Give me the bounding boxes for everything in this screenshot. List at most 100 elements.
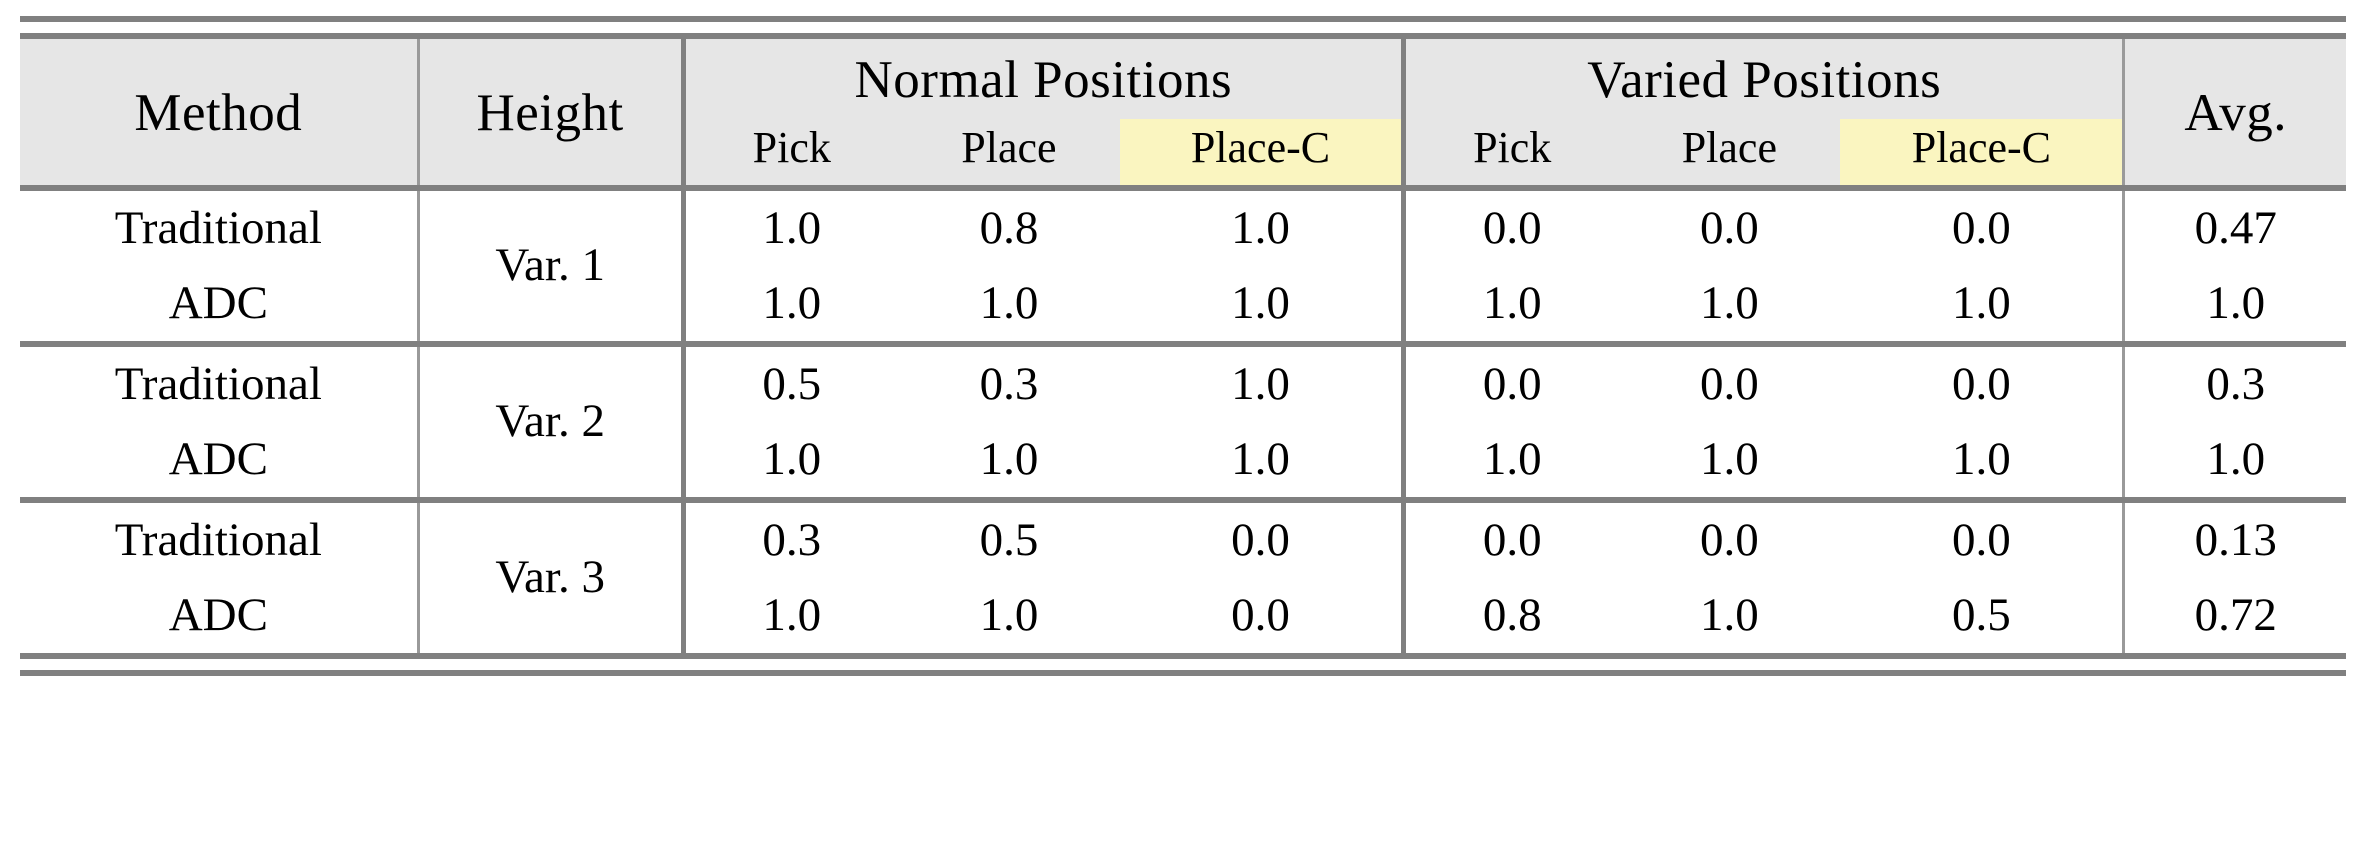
group-separator-segment [1119,340,1404,347]
cell-varied-place-c: 0.0 [1840,502,2126,578]
group-separator-segment [897,340,1120,347]
subheader-varied-pick: Pick [1403,118,1619,185]
cell-varied-pick: 1.0 [1403,265,1619,341]
cell-normal-place-c: 1.0 [1119,346,1407,422]
group-separator-segment [418,340,684,347]
table-row: ADC 1.0 1.0 1.0 1.0 1.0 1.0 1.0 [20,421,2346,497]
group-separator-segment [1840,496,2124,503]
table-row: Traditional Var. 2 0.5 0.3 1.0 0.0 0.0 0.0 0.3 [20,346,2346,497]
cell-varied-place: 0.0 [1618,346,1841,422]
cell-normal-place-c: 0.0 [1119,577,1407,653]
rule-bottom-inner [20,652,2346,659]
cell-varied-pick: 0.0 [1403,502,1619,578]
rule-top-inner [20,33,2346,39]
cell-normal-pick: 1.0 [683,577,898,653]
rule-top-outer [20,16,2346,22]
cell-normal-place-c: 1.0 [1119,421,1407,497]
cell-normal-place: 1.0 [897,421,1120,497]
table-row: Traditional Var. 1 1.0 0.8 1.0 0.0 0.0 0.0 0.47 [20,190,2346,341]
cell-varied-place-c: 1.0 [1840,421,2126,497]
cell-method: Traditional [20,190,420,266]
group-separator-segment [683,496,898,503]
group-separator-rule [20,340,2346,347]
cell-method: ADC [20,577,420,653]
group-separator-segment [1403,340,1619,347]
group-separator-rule [20,496,2346,503]
cell-avg: 0.3 [2123,346,2346,422]
cell-method: ADC [20,421,420,497]
cell-normal-pick: 1.0 [683,265,898,341]
cell-method: Traditional [20,346,420,422]
subheader-normal-place-c: Place-C [1119,118,1407,185]
cell-height: Var. 3 [418,502,686,653]
cell-normal-place-c: 1.0 [1119,265,1407,341]
group-header-normal-positions: Normal Positions [683,39,1407,119]
cell-avg: 0.72 [2123,577,2346,653]
results-table: Method Height Normal Positions Varied Po… [20,39,2346,185]
group-separator-segment [418,496,684,503]
cell-normal-place: 0.3 [897,346,1120,422]
group-separator-segment [683,340,898,347]
group-separator-segment [1119,496,1404,503]
cell-normal-place: 1.0 [897,577,1120,653]
group-separator-segment [897,496,1120,503]
group-separator-segment [2123,496,2346,503]
group-header-varied-positions: Varied Positions [1403,39,2126,119]
table-row: ADC 1.0 1.0 1.0 1.0 1.0 1.0 1.0 [20,265,2346,341]
cell-varied-pick: 0.0 [1403,190,1619,266]
group-separator-segment [1618,496,1841,503]
cell-varied-place: 1.0 [1618,577,1841,653]
cell-varied-place-c: 0.5 [1840,577,2126,653]
cell-normal-pick: 1.0 [683,421,898,497]
cell-avg: 0.13 [2123,502,2346,578]
header-sub-row: Pick Place Place-C Pick Place Place-C [20,118,2346,185]
group-separator-segment [1840,340,2124,347]
column-header-height: Height [418,39,686,185]
cell-normal-pick: 0.3 [683,502,898,578]
column-header-avg: Avg. [2123,39,2346,185]
header-group-row: Method Height Normal Positions Varied Po… [20,39,2346,185]
cell-normal-place-c: 0.0 [1119,502,1407,578]
subheader-normal-place: Place [897,118,1120,185]
cell-normal-place: 1.0 [897,265,1120,341]
cell-varied-place-c: 0.0 [1840,190,2126,266]
cell-height: Var. 1 [418,190,686,341]
cell-method: ADC [20,265,420,341]
cell-normal-place-c: 1.0 [1119,190,1407,266]
subheader-varied-place-c: Place-C [1840,118,2126,185]
column-header-method: Method [20,39,420,185]
cell-avg: 0.47 [2123,190,2346,266]
cell-method: Traditional [20,502,420,578]
table-header: Method Height Normal Positions Varied Po… [20,39,2346,185]
results-table-body: Traditional Var. 1 1.0 0.8 1.0 0.0 0.0 0.0 0.47 A… [20,190,2346,653]
group-separator-segment [2123,340,2346,347]
cell-height: Var. 2 [418,346,686,497]
cell-varied-place: 1.0 [1618,265,1841,341]
subheader-normal-pick: Pick [683,118,898,185]
cell-normal-place: 0.5 [897,502,1120,578]
cell-normal-pick: 1.0 [683,190,898,266]
cell-varied-pick: 0.8 [1403,577,1619,653]
rule-spacer-bottom [20,659,2346,670]
cell-varied-place: 0.0 [1618,502,1841,578]
rule-header-bottom [20,184,2346,191]
cell-varied-place-c: 0.0 [1840,346,2126,422]
cell-varied-place-c: 1.0 [1840,265,2126,341]
cell-normal-place: 0.8 [897,190,1120,266]
subheader-varied-place: Place [1618,118,1841,185]
cell-varied-place: 1.0 [1618,421,1841,497]
rule-spacer [20,22,2346,33]
group-separator-segment [1618,340,1841,347]
table-body: Traditional Var. 1 1.0 0.8 1.0 0.0 0.0 0.0 0.47 A… [20,190,2346,653]
group-separator-segment [20,340,419,347]
table-row: ADC 1.0 1.0 0.0 0.8 1.0 0.5 0.72 [20,577,2346,653]
cell-varied-place: 0.0 [1618,190,1841,266]
cell-avg: 1.0 [2123,265,2346,341]
rule-bottom-outer [20,669,2346,676]
group-separator-segment [1403,496,1619,503]
cell-normal-pick: 0.5 [683,346,898,422]
cell-varied-pick: 1.0 [1403,421,1619,497]
cell-avg: 1.0 [2123,421,2346,497]
table-row: Traditional Var. 3 0.3 0.5 0.0 0.0 0.0 0.0 0.13 [20,502,2346,653]
